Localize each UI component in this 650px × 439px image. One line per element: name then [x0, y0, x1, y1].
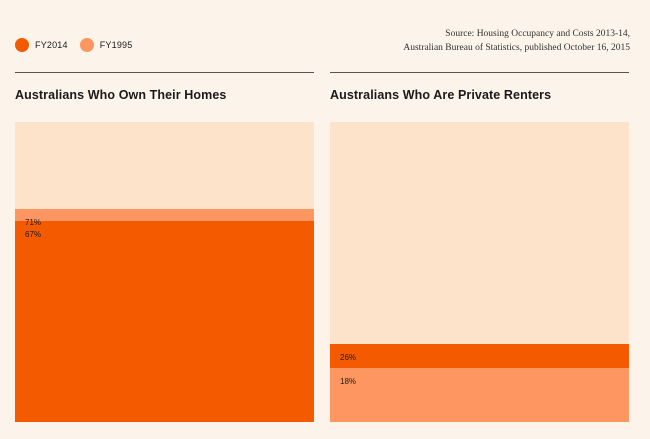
legend-item-fy2014: FY2014 [15, 38, 68, 52]
bar-fy1995 [330, 368, 629, 422]
legend-swatch-fy2014 [15, 38, 29, 52]
bar-fy2014 [15, 221, 314, 422]
chart-title: Australians Who Are Private Renters [330, 88, 552, 102]
legend-label-fy1995: FY1995 [99, 40, 133, 50]
plot-area: 26% 18% [330, 122, 629, 422]
panel-divider [15, 72, 314, 73]
data-label: 71% [25, 218, 42, 227]
chart-panel-owners: Australians Who Own Their Homes 71% 67% [15, 72, 314, 422]
legend: FY2014 FY1995 [15, 38, 144, 52]
legend-label-fy2014: FY2014 [35, 40, 68, 50]
legend-item-fy1995: FY1995 [79, 38, 133, 52]
panel-divider [330, 72, 629, 73]
chart-panel-renters: Australians Who Are Private Renters 26% 1… [330, 72, 629, 422]
plot-area: 71% 67% [15, 122, 314, 422]
data-label: 18% [340, 377, 357, 386]
source-line-1: Source: Housing Occupancy and Costs 2013… [445, 29, 630, 39]
source-line-2: Australian Bureau of Statistics, publish… [403, 43, 630, 53]
data-label: 26% [340, 353, 357, 362]
chart-title: Australians Who Own Their Homes [15, 88, 227, 102]
legend-swatch-fy1995 [79, 38, 94, 52]
data-label: 67% [25, 230, 42, 239]
source-note: Source: Housing Occupancy and Costs 2013… [403, 27, 630, 55]
